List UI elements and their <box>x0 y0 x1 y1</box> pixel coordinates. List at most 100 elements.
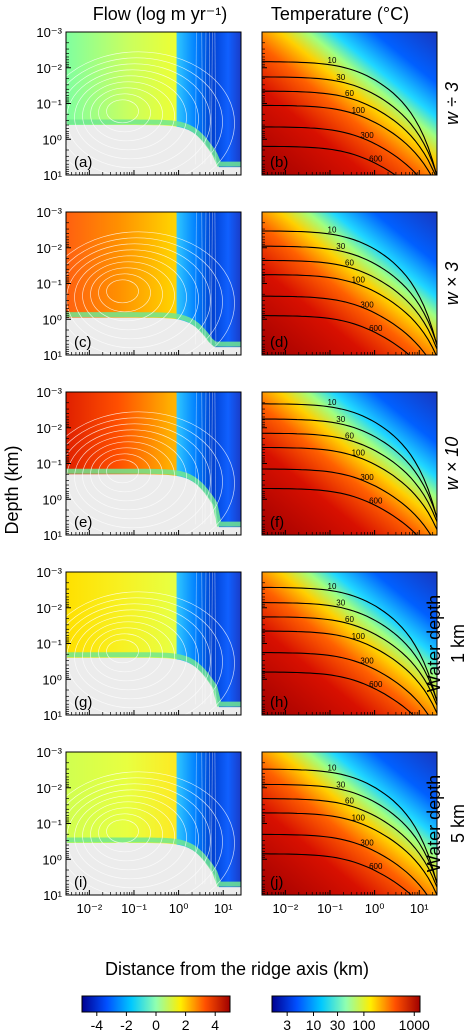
streamline <box>201 32 204 165</box>
streamline <box>66 771 235 895</box>
streamline <box>82 441 175 511</box>
y-tick-label: 10⁻¹ <box>36 637 62 652</box>
colorbars: -4 -2 0 2 4 3 10 30 100 1000 <box>81 995 430 1033</box>
x-tick-label: 10⁻² <box>273 901 299 916</box>
condition-text: w × 3 <box>442 262 462 306</box>
row-condition-label: w × 3 <box>442 262 462 306</box>
colorbar-tick-label: 2 <box>182 1017 190 1033</box>
streamline <box>201 572 204 705</box>
streamline <box>214 212 217 345</box>
streamline <box>201 752 204 885</box>
colorbar-tick-label: 1000 <box>399 1017 430 1033</box>
flow-boundary-layer <box>66 119 241 167</box>
flow-panel: (i) <box>65 751 242 896</box>
y-tick-label: 10⁻³ <box>36 205 62 220</box>
axes: 10⁻³ 10⁻² 10⁻¹ 10⁰ 10¹ <box>36 205 238 363</box>
streamline <box>90 807 163 862</box>
isotherm <box>262 403 437 519</box>
isotherm <box>262 768 437 884</box>
isotherm <box>262 487 418 535</box>
isotherm <box>262 652 430 715</box>
y-tick-label: 10⁻³ <box>36 385 62 400</box>
streamline <box>74 615 187 700</box>
isotherm <box>262 259 437 350</box>
isotherm-label: 60 <box>345 797 354 806</box>
condition-text: Water depth <box>424 775 444 872</box>
flow-panel: (e) <box>65 391 242 536</box>
x-axis-label: Distance from the ridge axis (km) <box>105 959 369 979</box>
axes: 10⁻³ 10⁻² 10⁻¹ 10⁰ 10¹ 10⁻² 10⁻¹ 10⁰ 10¹ <box>36 745 238 916</box>
y-tick-label: 10⁰ <box>42 132 62 147</box>
streamline <box>209 32 211 165</box>
y-tick-label: 10⁻¹ <box>36 457 62 472</box>
streamline <box>66 423 211 535</box>
x-tick-label: 10¹ <box>214 901 233 916</box>
flow-boundary-layer <box>66 312 241 347</box>
y-tick-label: 10⁻¹ <box>36 97 62 112</box>
colorbar-tick-label: 100 <box>352 1017 376 1033</box>
impermeable-region <box>66 843 241 895</box>
isotherm <box>262 783 437 883</box>
impermeable-region <box>66 657 241 715</box>
streamline <box>195 572 197 705</box>
condition-text: 5 km <box>448 804 468 843</box>
isotherm <box>262 315 411 355</box>
streamline <box>66 597 223 715</box>
condition-text: w ÷ 3 <box>442 82 462 125</box>
streamline <box>66 243 211 355</box>
temperature-field <box>262 392 437 535</box>
isotherm <box>262 126 418 175</box>
streamline <box>90 267 163 322</box>
streamline <box>204 32 207 165</box>
streamline <box>211 752 213 885</box>
streamline <box>209 572 211 705</box>
isotherm-label: 60 <box>345 431 354 440</box>
isotherm <box>262 671 415 715</box>
colorbar-tick-label: 0 <box>152 1017 160 1033</box>
streamline <box>204 752 207 885</box>
streamline <box>66 417 223 535</box>
axes <box>261 571 434 716</box>
y-tick-label: 10⁻² <box>36 241 62 256</box>
streamline <box>82 261 175 331</box>
isotherm-label: 100 <box>352 632 366 641</box>
streamline <box>74 75 187 160</box>
panel-letter: (h) <box>270 694 288 711</box>
colorbar-tick-label: 30 <box>330 1017 346 1033</box>
isotherm-label: 600 <box>369 680 383 689</box>
y-tick-label: 10⁻² <box>36 781 62 796</box>
streamline <box>209 752 211 885</box>
isotherm <box>262 630 437 714</box>
y-tick-label: 10⁻¹ <box>36 817 62 832</box>
isotherm-label: 60 <box>345 89 354 98</box>
panel-letter: (c) <box>74 334 92 351</box>
isotherm-label: 100 <box>352 106 366 115</box>
panel-letter: (a) <box>74 154 92 171</box>
y-tick-label: 10¹ <box>43 888 62 903</box>
axes: 10⁻² 10⁻¹ 10⁰ 10¹ <box>261 751 434 916</box>
streamline <box>90 87 163 142</box>
axes: 10⁻³ 10⁻² 10⁻¹ 10⁰ 10¹ <box>36 385 238 543</box>
isotherm-label: 600 <box>369 324 383 333</box>
panel-letter: (f) <box>270 514 284 531</box>
streamline <box>106 819 139 844</box>
flow-panel: (c) <box>65 211 242 356</box>
streamline <box>211 572 213 705</box>
streamline <box>106 99 139 124</box>
streamline <box>201 212 204 345</box>
streamline <box>66 789 199 889</box>
isotherm-label: 300 <box>360 300 374 309</box>
streamline <box>106 639 139 664</box>
flow-panel: (a) <box>65 31 242 176</box>
streamline <box>90 447 163 502</box>
isotherm-label: 600 <box>369 497 383 506</box>
x-tick-label: 10⁻¹ <box>121 901 147 916</box>
x-tick-label: 10⁰ <box>365 901 385 916</box>
isotherm-label: 600 <box>369 862 383 871</box>
y-tick-label: 10⁰ <box>42 852 62 867</box>
y-tick-label: 10⁻³ <box>36 25 62 40</box>
isotherm <box>262 76 437 175</box>
